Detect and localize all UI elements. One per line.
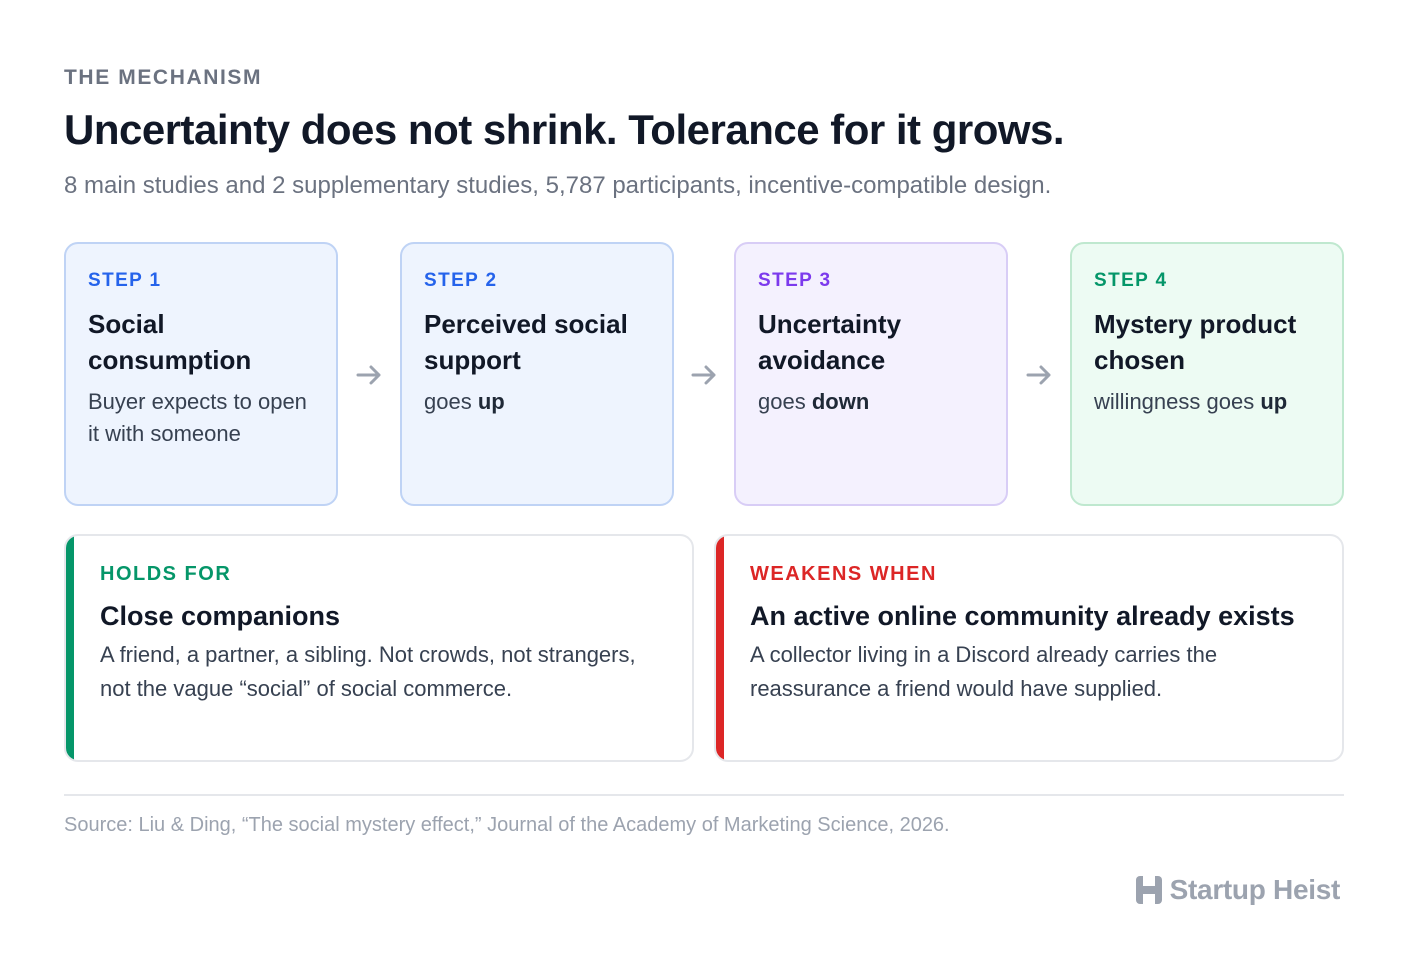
step-description: willingness goes up bbox=[1094, 386, 1320, 418]
holds-for-card: HOLDS FOR Close companions A friend, a p… bbox=[64, 534, 694, 762]
brand-logo: Startup Heist bbox=[1135, 874, 1341, 906]
step-heading: Social consumption bbox=[88, 309, 252, 375]
condition-label: HOLDS FOR bbox=[100, 563, 232, 585]
step-card-4: STEP 4 Mystery product chosen willingnes… bbox=[1070, 242, 1344, 506]
step-description-emphasis: up bbox=[1260, 389, 1288, 414]
h-logo-icon bbox=[1135, 876, 1162, 904]
step-heading: Perceived social support bbox=[424, 309, 628, 375]
step-label: STEP 4 bbox=[1094, 270, 1168, 291]
step-description-text: goes bbox=[758, 389, 812, 414]
source-citation: Source: Liu & Ding, “The social mystery … bbox=[64, 814, 950, 836]
step-description-text: Buyer expects to open it with someone bbox=[88, 389, 307, 446]
step-description-text: willingness goes bbox=[1094, 389, 1261, 414]
condition-description: A friend, a partner, a sibling. Not crow… bbox=[100, 642, 636, 701]
arrow-right-icon bbox=[356, 365, 381, 385]
condition-heading: An active online community already exist… bbox=[750, 601, 1295, 631]
step-label: STEP 2 bbox=[424, 270, 498, 291]
step-label: STEP 1 bbox=[88, 270, 162, 291]
weakens-when-card: WEAKENS WHEN An active online community … bbox=[714, 534, 1344, 762]
step-description: Buyer expects to open it with someone bbox=[88, 386, 314, 450]
brand-name: Startup Heist bbox=[1169, 874, 1341, 905]
step-description: goes down bbox=[758, 386, 984, 418]
step-description-text: goes bbox=[424, 389, 478, 414]
page-title: Uncertainty does not shrink. Tolerance f… bbox=[64, 106, 1065, 153]
step-heading: Uncertainty avoidance bbox=[758, 309, 902, 375]
step-heading: Mystery product chosen bbox=[1094, 309, 1297, 375]
step-description-emphasis: up bbox=[477, 389, 505, 414]
step-description-emphasis: down bbox=[811, 389, 870, 414]
step-card-3: STEP 3 Uncertainty avoidance goes down bbox=[734, 242, 1008, 506]
step-description: goes up bbox=[424, 386, 650, 418]
step-label: STEP 3 bbox=[758, 270, 832, 291]
footer-divider bbox=[64, 794, 1344, 796]
eyebrow: THE MECHANISM bbox=[64, 66, 263, 89]
condition-heading: Close companions bbox=[100, 601, 341, 631]
arrow-right-icon bbox=[1026, 365, 1051, 385]
arrow-right-icon bbox=[691, 365, 716, 385]
page-subtitle: 8 main studies and 2 supplementary studi… bbox=[64, 172, 1052, 199]
step-card-2: STEP 2 Perceived social support goes up bbox=[400, 242, 674, 506]
step-card-1: STEP 1 Social consumption Buyer expects … bbox=[64, 242, 338, 506]
condition-label: WEAKENS WHEN bbox=[750, 563, 937, 585]
condition-description: A collector living in a Discord already … bbox=[750, 642, 1218, 701]
